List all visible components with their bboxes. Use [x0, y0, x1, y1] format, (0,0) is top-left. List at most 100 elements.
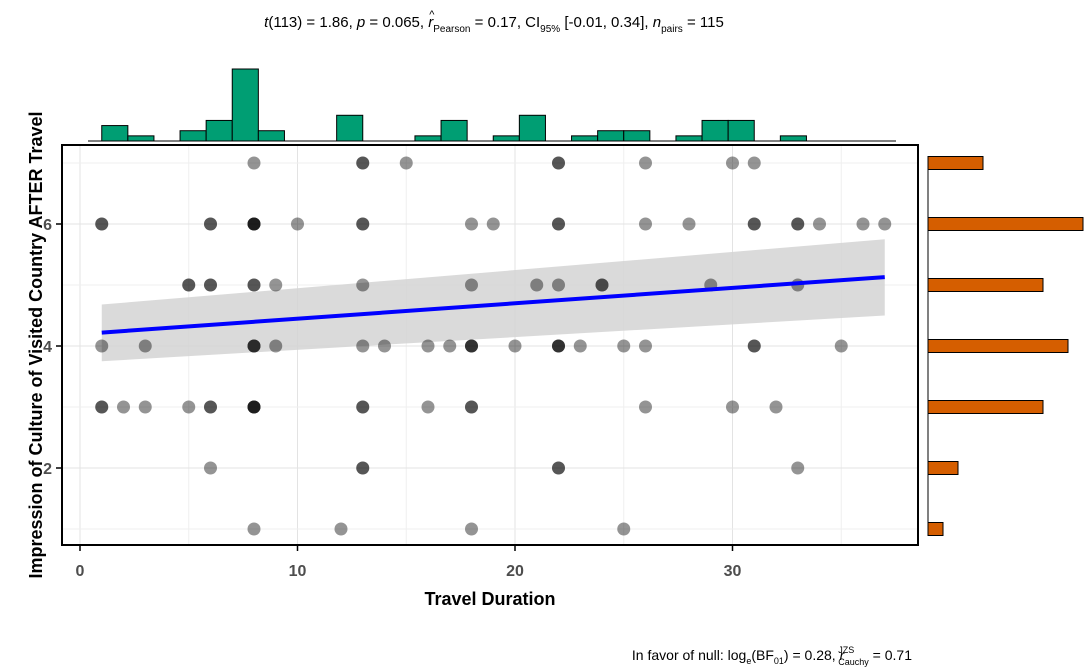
top-histogram-bar: [127, 135, 155, 142]
data-point: [204, 400, 217, 414]
data-point: [421, 339, 435, 353]
data-point: [639, 400, 652, 414]
y-axis-label: Impression of Culture of Visited Country…: [26, 111, 46, 578]
data-point: [617, 522, 631, 536]
data-point: [508, 339, 522, 353]
data-point: [356, 156, 370, 170]
data-point: [247, 217, 261, 231]
data-point: [247, 522, 261, 536]
right-histogram-bar: [927, 400, 1044, 414]
data-point: [247, 217, 261, 231]
right-histogram-bar: [927, 339, 1069, 353]
data-point: [247, 339, 261, 353]
x-axis: 0 10 20 30: [76, 546, 742, 580]
x-tick-label: 30: [724, 563, 742, 580]
data-point: [247, 339, 261, 353]
data-point: [421, 400, 435, 414]
data-point: [95, 217, 109, 231]
data-point: [356, 156, 370, 170]
data-point: [269, 278, 283, 292]
data-point: [247, 400, 261, 414]
data-point: [639, 156, 652, 170]
data-point: [552, 278, 565, 292]
top-histogram-bar: [179, 130, 207, 142]
data-point: [95, 400, 109, 414]
data-point: [356, 461, 370, 475]
data-point: [552, 461, 565, 475]
data-point: [182, 400, 196, 414]
data-point: [595, 278, 609, 292]
data-point: [356, 217, 370, 231]
top-histogram-bar: [231, 68, 259, 142]
data-point: [356, 217, 370, 231]
data-point: [552, 339, 565, 353]
data-point: [138, 339, 152, 353]
data-point: [356, 278, 370, 292]
data-point: [465, 400, 478, 414]
top-histogram-bar: [205, 119, 233, 142]
top-histogram-bar: [571, 135, 599, 142]
top-histogram-bar: [701, 119, 729, 142]
data-point: [747, 217, 761, 231]
data-point: [530, 278, 544, 292]
data-point: [356, 400, 370, 414]
data-point: [878, 217, 892, 231]
data-point: [204, 278, 217, 292]
data-point: [595, 278, 609, 292]
data-point: [465, 522, 478, 536]
data-point: [856, 217, 870, 231]
x-tick-label: 20: [506, 563, 524, 580]
regression-line: [101, 275, 885, 335]
top-histogram-bar: [675, 135, 703, 142]
data-point: [247, 339, 261, 353]
right-histogram-bar: [927, 156, 984, 170]
data-point: [138, 400, 152, 414]
data-point: [465, 339, 478, 353]
data-point: [639, 339, 652, 353]
data-point: [399, 156, 413, 170]
data-point: [247, 400, 261, 414]
data-point: [726, 156, 739, 170]
data-point: [813, 217, 826, 231]
top-histogram-bar: [336, 114, 364, 142]
data-point: [291, 217, 304, 231]
confidence-band: [101, 239, 885, 362]
top-histogram-bar: [414, 135, 442, 142]
top-histogram-bar: [518, 114, 546, 142]
data-point: [552, 217, 565, 231]
top-histogram-bar: [101, 125, 129, 142]
data-point: [465, 400, 478, 414]
plot-panel-border: [61, 144, 919, 546]
y-tick-label: 6: [43, 217, 52, 234]
data-point: [269, 339, 283, 353]
data-point: [791, 217, 805, 231]
data-point: [334, 522, 348, 536]
data-point: [552, 156, 565, 170]
data-point: [465, 278, 478, 292]
data-point: [747, 217, 761, 231]
data-point: [356, 400, 370, 414]
data-point: [378, 339, 391, 353]
data-point: [247, 217, 261, 231]
data-point: [617, 339, 631, 353]
data-point: [95, 217, 109, 231]
data-point: [443, 339, 457, 353]
data-point: [204, 217, 217, 231]
data-point: [747, 339, 761, 353]
data-points: [95, 156, 892, 536]
data-point: [573, 339, 587, 353]
x-tick-label: 0: [76, 563, 85, 580]
r-hat-mark: ^: [429, 9, 435, 21]
y-tick-label: 4: [43, 339, 52, 356]
y-axis: 2 4 6: [43, 217, 61, 478]
data-point: [769, 400, 783, 414]
data-point: [182, 278, 196, 292]
data-point: [247, 156, 261, 170]
top-histogram-bar: [597, 130, 625, 142]
data-point: [204, 461, 217, 475]
data-point: [247, 400, 261, 414]
top-histogram-bar: [492, 135, 520, 142]
data-point: [204, 217, 217, 231]
data-point: [465, 339, 478, 353]
